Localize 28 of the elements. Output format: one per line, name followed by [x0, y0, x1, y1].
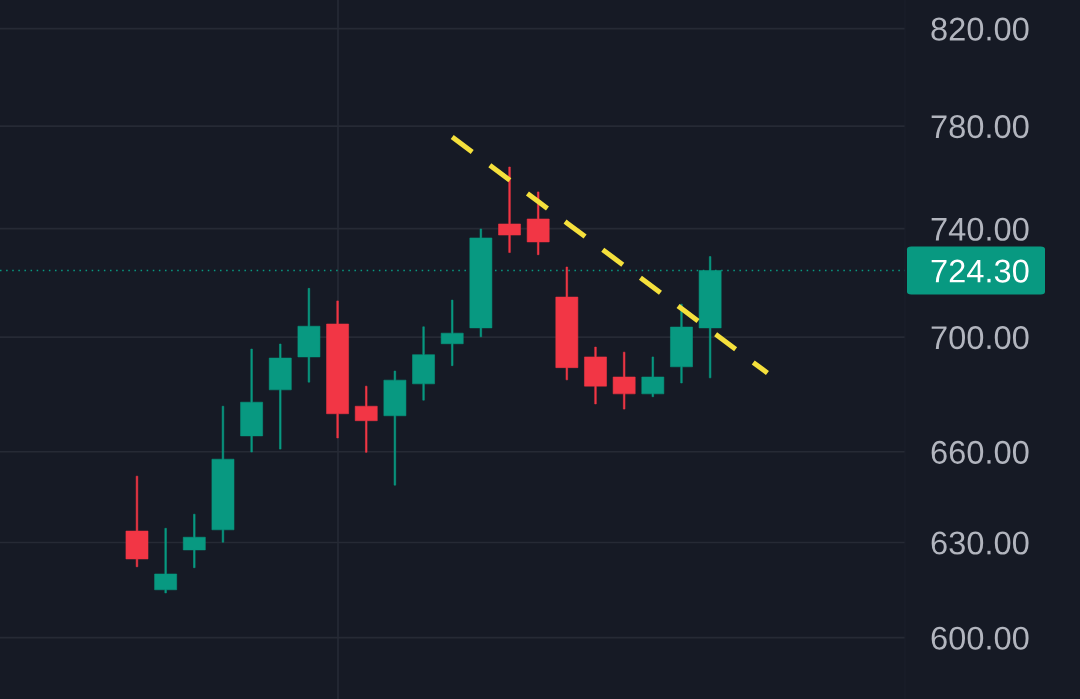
candlestick [612, 351, 636, 410]
candlestick [670, 303, 693, 384]
candlestick [469, 228, 493, 338]
candlestick [125, 475, 149, 568]
candlestick [555, 266, 579, 381]
candlestick [354, 385, 378, 453]
candlestick [383, 370, 407, 486]
candlestick [297, 288, 321, 383]
candlestick [326, 300, 349, 439]
y-tick-label: 820.00 [931, 17, 1029, 41]
y-tick-label: 630.00 [931, 531, 1029, 555]
y-tick-label: 780.00 [931, 115, 1029, 139]
candlestick [641, 356, 665, 398]
candlestick [154, 528, 177, 594]
y-tick-label: 600.00 [931, 626, 1029, 650]
ref-line-label: 724.30 [931, 259, 1029, 283]
candlestick [240, 348, 263, 453]
candlestick [440, 299, 464, 366]
candlestick [412, 326, 435, 401]
candlestick [268, 343, 292, 450]
y-tick-label: 660.00 [931, 440, 1029, 464]
candlestick [498, 166, 521, 253]
candlestick [584, 346, 607, 405]
y-tick-label: 700.00 [931, 326, 1029, 350]
candlestick [526, 191, 550, 255]
candlestick [182, 513, 206, 568]
candlestick [211, 405, 235, 543]
y-tick-label: 740.00 [931, 217, 1029, 241]
